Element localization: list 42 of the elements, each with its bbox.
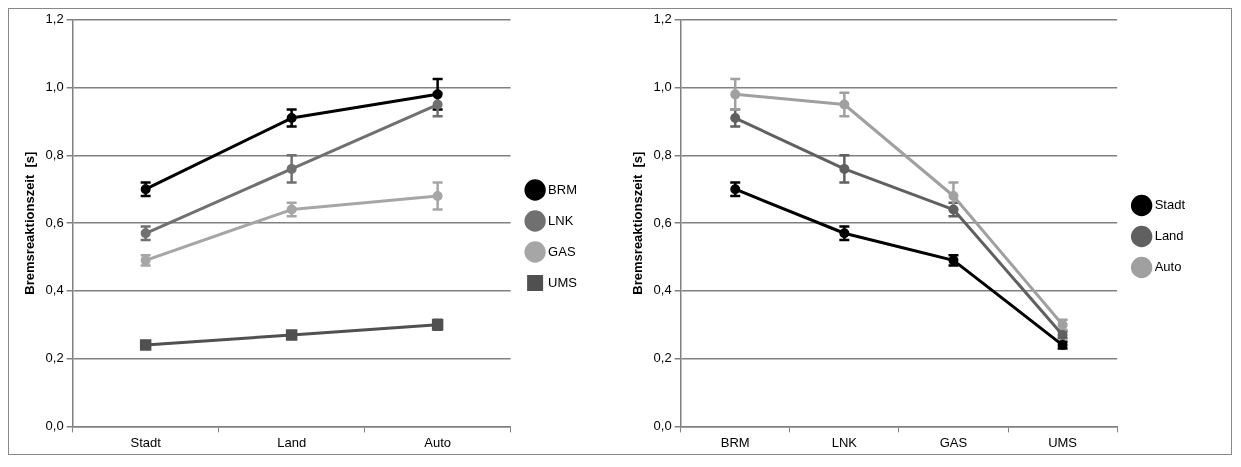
legend-label: Stadt — [1154, 197, 1186, 213]
x-tick-label: GAS — [939, 434, 968, 450]
point — [286, 113, 297, 124]
point — [285, 329, 298, 341]
x-tick-label: Land — [277, 434, 307, 450]
y-tick-label: 0,6 — [45, 214, 64, 230]
y-tick-label: 0,2 — [653, 350, 672, 366]
legend-label: Land — [1154, 228, 1184, 244]
point — [839, 163, 850, 174]
y-tick-label: 0,6 — [653, 214, 672, 230]
y-tick-label: 0,0 — [45, 417, 64, 433]
y-tick-label: 1,0 — [653, 79, 672, 95]
y-tick-label: 0,0 — [653, 417, 672, 433]
y-tick-label: 1,0 — [45, 79, 64, 95]
point — [432, 89, 443, 100]
y-tick-label: 0,4 — [45, 282, 64, 298]
point — [839, 99, 850, 110]
y-tick-label: 0,4 — [653, 282, 672, 298]
x-tick-label: Auto — [424, 434, 451, 450]
point — [286, 163, 297, 174]
point — [730, 89, 741, 100]
point — [730, 113, 741, 124]
y-tick-label: 1,2 — [653, 11, 672, 27]
x-tick-label: Stadt — [130, 434, 162, 450]
legend-label: LNK — [548, 212, 574, 228]
y-tick-label: 0,8 — [45, 146, 64, 162]
x-tick-label: LNK — [831, 434, 858, 450]
legend-label: GAS — [548, 243, 576, 259]
point — [139, 339, 152, 351]
y-tick-label: 1,2 — [45, 11, 64, 27]
y-tick-label: 0,2 — [45, 350, 64, 366]
legend-label: BRM — [548, 181, 577, 197]
x-tick-label: BRM — [720, 434, 750, 450]
point — [432, 99, 443, 110]
point — [948, 190, 959, 201]
point — [432, 190, 443, 201]
legend-label: Auto — [1154, 259, 1182, 275]
x-tick-label: UMS — [1048, 434, 1078, 450]
y-axis-title: Bremsreaktionszeit [s] — [630, 151, 646, 295]
y-axis-title: Bremsreaktionszeit [s] — [22, 151, 38, 295]
legend-label: UMS — [548, 274, 578, 290]
y-tick-label: 0,8 — [653, 146, 672, 162]
